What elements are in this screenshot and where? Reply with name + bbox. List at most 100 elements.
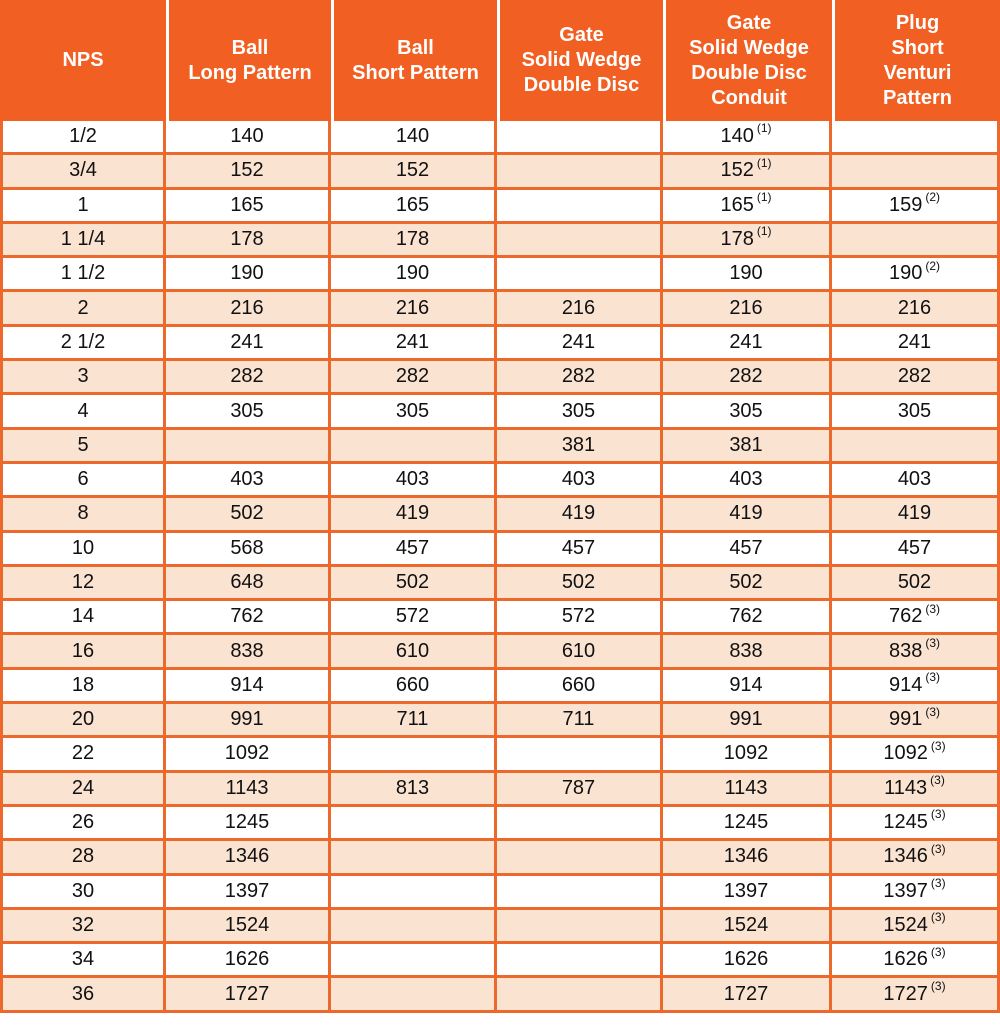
cell-value: 1346 — [224, 845, 270, 868]
cell-plug-short-venturi-pattern: 1245 (3) — [832, 806, 1000, 842]
cell-value: 216 — [230, 296, 264, 319]
cell-value: 838 — [230, 639, 264, 662]
cell-value: 838 — [729, 639, 763, 662]
cell-gate-solid-wedge-double-disc — [497, 944, 663, 979]
cell-value: 1346 — [883, 845, 928, 868]
column-header-line: Short — [891, 36, 944, 59]
cell-plug-short-venturi-pattern: 1092 (3) — [832, 738, 1000, 773]
cell-gate-solid-wedge-double-disc-conduit: 282 — [663, 361, 832, 396]
cell-value: 1346 — [723, 845, 769, 868]
table-row: 24 1143 813 787 1143 1143 (3) — [0, 772, 1000, 807]
cell-value: 787 — [561, 776, 596, 799]
cell-value: 660 — [561, 673, 596, 696]
cell-value: 282 — [395, 365, 430, 388]
cell-plug-short-venturi-pattern: 991 (3) — [832, 704, 1000, 739]
footnote-marker: (3) — [930, 807, 946, 822]
cell-value: 1143 — [225, 776, 269, 799]
cell-value: 914 — [729, 673, 763, 696]
cell-gate-solid-wedge-double-disc-conduit: 1346 — [663, 841, 832, 876]
cell-value: 1397 — [883, 879, 928, 902]
footnote-marker: (1) — [756, 190, 772, 205]
cell-value: 762 — [729, 605, 763, 628]
cell-value: 8 — [77, 502, 89, 525]
cell-ball-long-pattern: 140 — [166, 121, 331, 156]
cell-gate-solid-wedge-double-disc — [497, 189, 663, 224]
cell-plug-short-venturi-pattern: 241 — [832, 326, 1000, 362]
cell-plug-short-venturi-pattern: 762 (3) — [832, 601, 1000, 636]
cell-gate-solid-wedge-double-disc — [497, 223, 663, 259]
cell-nps: 6 — [0, 463, 166, 499]
cell-value: 648 — [230, 571, 264, 593]
table-row: 1 1/2 190 190 190 190 (2) — [0, 258, 1000, 293]
cell-value: 838 — [888, 639, 923, 662]
table-row: 3/4 152 152 152 (1) — [0, 155, 1000, 190]
cell-gate-solid-wedge-double-disc — [497, 978, 663, 1013]
cell-value: 190 — [888, 262, 923, 285]
cell-plug-short-venturi-pattern: 419 — [832, 498, 1000, 533]
cell-nps: 32 — [0, 909, 166, 945]
cell-ball-short-pattern: 140 — [331, 121, 497, 156]
cell-gate-solid-wedge-double-disc-conduit: 403 — [663, 463, 832, 499]
table-row: 1 165 165 165 (1) 159 (2) — [0, 189, 1000, 224]
cell-gate-solid-wedge-double-disc: 711 — [497, 704, 663, 739]
cell-value: 241 — [395, 330, 430, 353]
column-header-line: Solid Wedge — [521, 49, 642, 71]
cell-value: 457 — [897, 536, 932, 559]
cell-plug-short-venturi-pattern: 216 — [832, 292, 1000, 327]
cell-gate-solid-wedge-double-disc-conduit: 457 — [663, 532, 832, 567]
cell-value: 241 — [561, 330, 596, 353]
cell-value: 305 — [395, 399, 430, 422]
footnote-marker: (1) — [756, 155, 772, 170]
cell-gate-solid-wedge-double-disc-conduit: 305 — [663, 395, 832, 430]
cell-value: 178 — [720, 228, 754, 251]
table-row: 26 1245 1245 1245 (3) — [0, 806, 1000, 842]
table-row: 16 838 610 610 838 838 (3) — [0, 635, 1000, 670]
cell-gate-solid-wedge-double-disc-conduit: 762 — [663, 601, 832, 636]
cell-value: 1/2 — [69, 125, 97, 148]
cell-value: 1092 — [723, 742, 769, 765]
cell-value: 32 — [71, 913, 95, 936]
cell-value: 403 — [561, 468, 596, 491]
cell-gate-solid-wedge-double-disc — [497, 909, 663, 945]
cell-nps: 24 — [0, 772, 166, 807]
cell-nps: 16 — [0, 635, 166, 670]
cell-value: 1626 — [224, 948, 270, 971]
cell-nps: 18 — [0, 669, 166, 705]
footnote-marker: (3) — [930, 944, 946, 959]
header-row: NPS Ball Long Pattern Ball Short Pattern Gate… — [0, 0, 1000, 121]
cell-value: 140 — [395, 125, 430, 148]
cell-nps: 8 — [0, 498, 166, 533]
cell-ball-long-pattern: 1727 — [166, 978, 331, 1013]
cell-nps: 1/2 — [0, 121, 166, 156]
cell-ball-short-pattern: 178 — [331, 223, 497, 259]
cell-ball-long-pattern: 1245 — [166, 806, 331, 842]
cell-value: 216 — [395, 296, 430, 319]
cell-value: 991 — [888, 708, 923, 731]
cell-ball-short-pattern: 216 — [331, 292, 497, 327]
cell-gate-solid-wedge-double-disc-conduit: 190 — [663, 258, 832, 293]
cell-value: 165 — [720, 193, 754, 216]
cell-value: 28 — [71, 845, 95, 868]
cell-plug-short-venturi-pattern: 1397 (3) — [832, 875, 1000, 910]
cell-plug-short-venturi-pattern — [832, 121, 1000, 156]
cell-value: 572 — [395, 605, 430, 628]
cell-gate-solid-wedge-double-disc-conduit: 991 — [663, 704, 832, 739]
cell-gate-solid-wedge-double-disc-conduit: 165 (1) — [663, 189, 832, 224]
table-row: 1/2 140 140 140 (1) — [0, 121, 1000, 156]
cell-gate-solid-wedge-double-disc: 381 — [497, 429, 663, 464]
footnote-marker: (3) — [930, 979, 946, 994]
cell-ball-short-pattern: 403 — [331, 463, 497, 499]
cell-ball-long-pattern: 403 — [166, 463, 331, 499]
cell-value: 1143 — [884, 776, 928, 799]
cell-value: 502 — [561, 571, 596, 593]
cell-gate-solid-wedge-double-disc-conduit: 152 (1) — [663, 155, 832, 190]
table-header: NPS Ball Long Pattern Ball Short Pattern Gate… — [0, 0, 1000, 121]
cell-value: 1524 — [883, 913, 928, 936]
cell-gate-solid-wedge-double-disc: 457 — [497, 532, 663, 567]
cell-ball-long-pattern: 1092 — [166, 738, 331, 773]
cell-gate-solid-wedge-double-disc-conduit: 1727 — [663, 978, 832, 1013]
cell-ball-short-pattern: 241 — [331, 326, 497, 362]
cell-gate-solid-wedge-double-disc — [497, 155, 663, 190]
cell-value: 305 — [561, 399, 596, 422]
